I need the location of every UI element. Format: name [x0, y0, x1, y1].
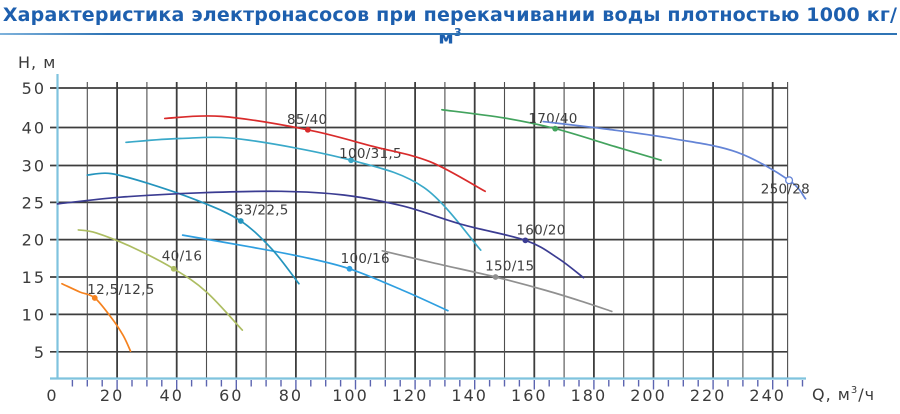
- x-tick-label: 120: [392, 386, 429, 405]
- title-underline: [0, 33, 897, 36]
- x-tick-label: 140: [451, 386, 488, 405]
- curve-40/16: [77, 229, 244, 331]
- marker-85/40: [304, 126, 311, 133]
- x-tick-label: 100: [332, 386, 369, 405]
- curve-label-160/20: 160/20: [516, 222, 565, 238]
- y-tick-label: 20: [22, 231, 46, 250]
- x-tick-label: 200: [630, 386, 667, 405]
- curve-label-100/31,5: 100/31,5: [339, 146, 402, 162]
- curve-label-12,5/12,5: 12,5/12,5: [87, 282, 154, 298]
- marker-40/16: [170, 265, 177, 272]
- curve-100/31,5: [125, 136, 482, 251]
- page-title: Характеристика электронасосов при перека…: [0, 4, 900, 48]
- marker-160/20: [522, 237, 529, 244]
- y-tick-label: 40: [22, 119, 46, 138]
- curve-label-250/28: 250/28: [761, 182, 810, 198]
- x-tick-label: 20: [100, 386, 124, 405]
- marker-100/16: [346, 265, 353, 272]
- y-axis-title: Н, м: [18, 53, 56, 72]
- x-tick-label: 180: [571, 386, 608, 405]
- curve-12,5/12,5: [61, 282, 132, 352]
- y-tick-label: 25: [22, 193, 46, 212]
- page-title-text: Характеристика электронасосов при перека…: [2, 4, 898, 49]
- curve-label-150/15: 150/15: [485, 258, 534, 274]
- curve-label-85/40: 85/40: [287, 112, 327, 128]
- marker-63/22,5: [237, 218, 244, 224]
- curve-63/22,5: [86, 172, 300, 285]
- x-axis-title: Q, м3/ч: [812, 385, 875, 404]
- marker-150/15: [492, 274, 499, 280]
- y-tick-label: 5: [34, 343, 46, 362]
- curve-label-40/16: 40/16: [162, 249, 202, 265]
- x-tick-label: 0: [46, 386, 58, 405]
- marker-250/28: [785, 176, 794, 185]
- curve-100/16: [181, 234, 449, 312]
- y-tick-label: 15: [22, 268, 46, 287]
- x-tick-label: 60: [219, 386, 243, 405]
- y-tick-label: 50: [22, 79, 46, 98]
- x-tick-label: 240: [749, 386, 786, 405]
- curve-label-100/16: 100/16: [341, 251, 390, 267]
- curve-150/15: [381, 249, 613, 313]
- y-tick-label: 10: [22, 305, 46, 324]
- marker-100/31,5: [348, 157, 354, 164]
- page-title-superscript: 3: [454, 26, 462, 39]
- x-tick-label: 40: [160, 386, 184, 405]
- curve-85/40: [163, 115, 486, 193]
- x-tick-label: 80: [279, 386, 303, 405]
- curve-label-63/22,5: 63/22,5: [235, 202, 289, 218]
- marker-170/40: [552, 125, 559, 132]
- x-tick-label: 220: [690, 386, 727, 405]
- marker-12,5/12,5: [91, 295, 98, 301]
- curve-160/20: [56, 190, 585, 279]
- y-tick-label: 30: [22, 157, 46, 176]
- x-tick-label: 160: [511, 386, 548, 405]
- curve-label-170/40: 170/40: [528, 111, 577, 127]
